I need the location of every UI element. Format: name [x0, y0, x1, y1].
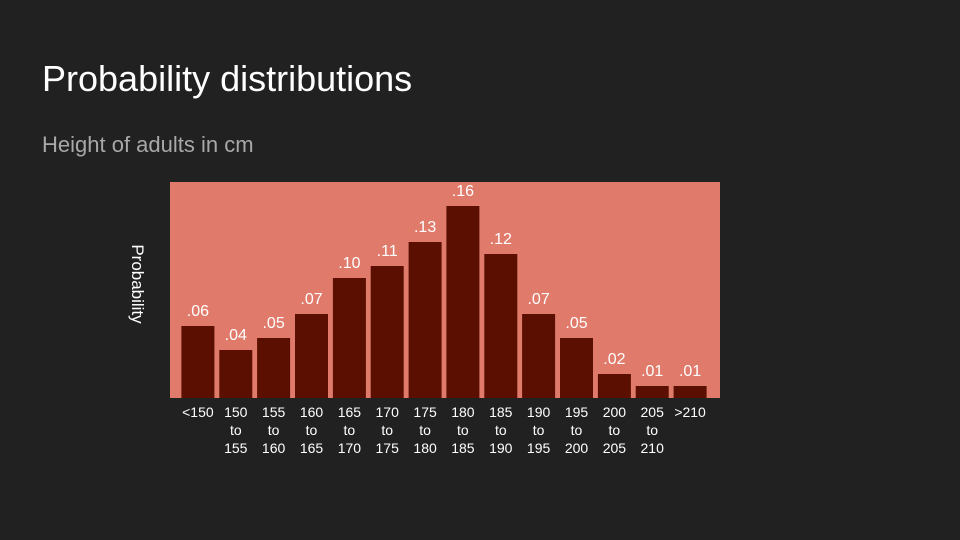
data-label: .13 [414, 219, 436, 236]
x-tick-label: 205 [603, 440, 627, 456]
x-tick-label: 180 [413, 440, 437, 456]
x-tick-label: 155 [224, 440, 248, 456]
x-tick-label: 175 [413, 404, 437, 420]
x-tick-label: 170 [376, 404, 400, 420]
x-tick-label: 190 [489, 440, 513, 456]
bar [446, 206, 480, 398]
value-labels-group: .06 .04 .05 .07 .10 .11 .13 .16 .12 .07 .05 .02 .01.… [187, 183, 702, 380]
x-tick-label: 190 [527, 404, 551, 420]
data-label: .04 [225, 327, 247, 344]
x-tick-label: 160 [300, 404, 324, 420]
x-tick-label: to [533, 422, 545, 438]
x-tick-label: >210 [674, 404, 706, 420]
bar [370, 266, 404, 398]
x-tick-label: to [344, 422, 356, 438]
bar [597, 374, 631, 398]
x-tick-label: to [230, 422, 242, 438]
x-tick-label: 170 [338, 440, 362, 456]
x-tick-label: 195 [527, 440, 551, 456]
slide-subtitle: Height of adults in cm [42, 132, 254, 157]
x-tick-label: 205 [641, 404, 665, 420]
x-tick-label: 165 [338, 404, 362, 420]
bar [408, 242, 442, 398]
data-label: .11 [377, 243, 398, 260]
bar [673, 386, 707, 398]
bar [181, 326, 215, 398]
data-label: .07 [527, 291, 549, 308]
bar [257, 338, 291, 398]
bar [560, 338, 593, 398]
x-tick-label: to [268, 422, 280, 438]
slide-title: Probability distributions [42, 58, 413, 99]
x-tick-label: 210 [641, 440, 665, 456]
x-tick-label: 185 [451, 440, 475, 456]
x-tick-label: to [457, 422, 469, 438]
bar [484, 254, 518, 398]
x-tick-label: to [419, 422, 431, 438]
x-tick-label: 160 [262, 440, 286, 456]
x-tick-label: 200 [565, 440, 589, 456]
y-axis-label: Probability [128, 244, 147, 324]
x-tick-labels-group: <150 150 to 155 155 to 160 160 to 165 165 to 170 170 t… [182, 404, 706, 456]
data-label: .01 [679, 363, 701, 380]
x-tick-label: to [571, 422, 583, 438]
x-tick-label: to [646, 422, 658, 438]
plot-area [170, 182, 720, 398]
x-tick-label: 185 [489, 404, 513, 420]
x-tick-label: to [306, 422, 318, 438]
data-label: .05 [565, 315, 587, 332]
data-label: .02 [603, 351, 625, 368]
bar [295, 314, 328, 398]
x-tick-label: to [495, 422, 507, 438]
x-tick-label: <150 [182, 404, 214, 420]
x-tick-label: 150 [224, 404, 248, 420]
bars-group [181, 206, 707, 398]
data-label: .10 [338, 255, 360, 272]
bar [219, 350, 253, 398]
x-tick-label: 180 [451, 404, 475, 420]
data-label: .07 [300, 291, 322, 308]
bar [332, 278, 366, 398]
data-label: .01 [641, 363, 663, 380]
x-tick-label: 155 [262, 404, 286, 420]
x-tick-label: 195 [565, 404, 589, 420]
x-tick-label: 165 [300, 440, 324, 456]
bar [522, 314, 556, 398]
data-label: .05 [262, 315, 284, 332]
x-tick-label: 175 [376, 440, 400, 456]
x-tick-label: to [381, 422, 393, 438]
data-label: .16 [452, 183, 474, 200]
x-tick-label: 200 [603, 404, 627, 420]
data-label: .06 [187, 303, 209, 320]
bar [635, 386, 669, 398]
x-tick-label: to [609, 422, 621, 438]
data-label: .12 [490, 231, 512, 248]
